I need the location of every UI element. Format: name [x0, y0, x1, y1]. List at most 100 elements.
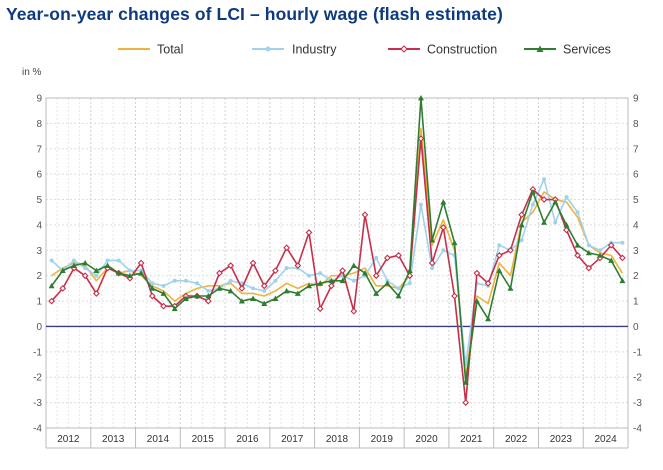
legend-label: Services [563, 43, 611, 57]
y-tick-label-right: 2 [633, 271, 639, 282]
data-point [306, 282, 313, 289]
data-point [339, 277, 346, 284]
data-point [261, 300, 268, 307]
plot-frame [45, 97, 629, 429]
legend-label: Total [157, 43, 183, 57]
data-point [484, 279, 492, 287]
data-point [462, 399, 470, 406]
data-point [273, 278, 278, 283]
data-point [552, 199, 559, 205]
data-point [440, 199, 447, 205]
data-point [541, 219, 548, 225]
data-point [339, 267, 346, 274]
legend-marker [536, 45, 544, 52]
legend-item-total: Total [118, 43, 183, 57]
y-tick-label-right: 7 [633, 144, 639, 155]
series-lines [48, 95, 626, 406]
data-point [429, 237, 436, 243]
data-point [294, 290, 301, 296]
chart-title: Year-on-year changes of LCI – hourly wag… [6, 4, 503, 24]
data-point [530, 202, 535, 207]
data-point [251, 286, 256, 291]
data-point [620, 240, 625, 245]
data-point [205, 293, 212, 299]
x-tick-label-year: 2020 [415, 434, 438, 445]
data-point [462, 379, 469, 385]
data-point [94, 273, 99, 278]
data-point [564, 195, 569, 199]
data-point [49, 258, 54, 263]
data-point [374, 255, 379, 260]
data-point [407, 281, 412, 286]
data-point [518, 211, 526, 219]
data-point [575, 210, 580, 215]
data-point [361, 211, 369, 219]
data-point [518, 221, 525, 228]
data-point [71, 258, 76, 263]
y-tick-label-left: 1 [36, 297, 42, 308]
data-point [160, 290, 167, 296]
y-tick-label-right: 6 [633, 170, 639, 181]
data-point [395, 252, 402, 259]
data-point [441, 248, 446, 253]
data-point [238, 298, 245, 304]
data-point [249, 259, 257, 267]
data-point [228, 278, 233, 283]
data-point [81, 272, 89, 280]
y-tick-label-left: 4 [36, 220, 42, 231]
data-point [598, 248, 603, 253]
data-point [495, 252, 503, 259]
y-tick-label-left: 2 [36, 271, 42, 282]
data-point [171, 305, 178, 312]
y-tick-label-right: -2 [633, 373, 642, 384]
data-point [262, 288, 267, 293]
data-point [542, 177, 547, 182]
data-point [183, 278, 188, 283]
y-tick-label-left: 8 [36, 119, 42, 130]
data-point [216, 269, 223, 277]
legend-marker [265, 46, 271, 52]
series-line [50, 97, 624, 384]
data-point [115, 270, 122, 276]
data-point [563, 221, 570, 228]
data-point [250, 295, 257, 301]
data-point [227, 262, 235, 269]
x-tick-label-year: 2014 [147, 434, 170, 445]
data-point [519, 238, 524, 243]
data-point [574, 242, 581, 248]
x-tick-label-year: 2016 [236, 434, 259, 445]
data-point [361, 270, 368, 276]
data-point [373, 290, 380, 296]
y-tick-label-left: 9 [36, 94, 42, 105]
y-tick-label-right: -3 [633, 398, 642, 409]
data-point [507, 246, 514, 254]
data-point [553, 220, 558, 225]
data-point [350, 307, 358, 315]
data-point [238, 285, 246, 292]
data-point [418, 202, 423, 207]
series-services [48, 95, 626, 385]
data-point [350, 262, 357, 268]
x-tick-label-year: 2013 [102, 434, 125, 445]
y-tick-label-right: 1 [633, 297, 639, 308]
data-point [92, 290, 100, 297]
y-tick-label-right: 3 [633, 246, 639, 257]
legend-item-construction: Construction [388, 43, 497, 57]
x-tick-label-year: 2018 [326, 434, 349, 445]
data-point [585, 249, 592, 256]
data-point [59, 267, 66, 274]
data-point [206, 288, 211, 293]
data-point [305, 229, 313, 236]
data-point [48, 282, 55, 289]
y-tick-label-right: -1 [633, 347, 642, 358]
legend-item-services: Services [524, 43, 611, 57]
data-point [485, 315, 492, 322]
y-tick-label-right: 4 [633, 220, 639, 231]
data-point [138, 270, 145, 276]
data-point [383, 254, 391, 262]
x-tick-label-year: 2021 [460, 434, 483, 445]
data-point [507, 285, 514, 291]
y-tick-label-right: 5 [633, 195, 639, 206]
data-point [195, 281, 200, 286]
